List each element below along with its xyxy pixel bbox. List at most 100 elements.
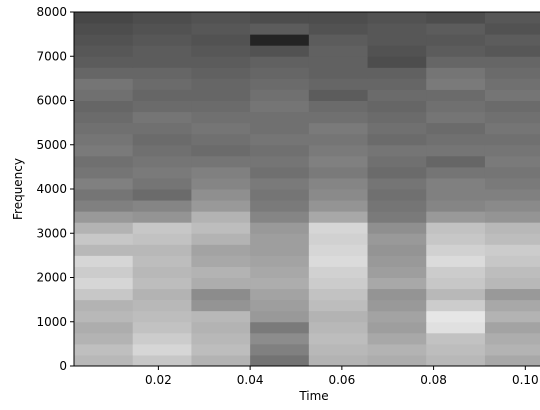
cell	[308, 211, 369, 223]
cell	[191, 67, 251, 79]
cell	[426, 222, 486, 234]
cell	[367, 233, 427, 245]
cell	[250, 277, 310, 290]
cell	[484, 155, 540, 168]
cell	[74, 211, 134, 223]
cell	[308, 255, 369, 267]
x-tick-label: 0.04	[237, 373, 264, 387]
heatmap	[74, 12, 540, 366]
cell	[74, 111, 134, 124]
cell	[250, 78, 310, 90]
cell	[132, 189, 192, 201]
cell	[250, 122, 310, 135]
cell	[308, 200, 369, 212]
cell	[132, 277, 192, 290]
cell	[191, 133, 251, 146]
cell	[308, 34, 369, 46]
cell	[426, 166, 486, 179]
cell	[426, 155, 486, 168]
cell	[191, 111, 251, 124]
cell	[132, 177, 192, 190]
cell	[74, 222, 134, 234]
cell	[426, 144, 486, 157]
cell	[132, 23, 192, 35]
cell	[426, 100, 486, 113]
cell	[74, 354, 134, 366]
cell	[367, 177, 427, 190]
cell	[367, 255, 427, 267]
cell	[191, 177, 251, 190]
cell	[191, 23, 251, 35]
cell	[74, 310, 134, 323]
cell	[191, 354, 251, 366]
cell	[191, 343, 251, 356]
cell	[250, 12, 310, 24]
cell	[74, 34, 134, 46]
cell	[308, 288, 369, 301]
cell	[191, 144, 251, 157]
cell	[367, 144, 427, 157]
cell	[426, 277, 486, 290]
cell	[484, 133, 540, 146]
cell	[132, 155, 192, 168]
cell	[426, 177, 486, 190]
cell	[191, 211, 251, 223]
cell	[74, 100, 134, 113]
cell	[367, 211, 427, 223]
cell	[132, 122, 192, 135]
cell	[74, 233, 134, 245]
cell	[426, 233, 486, 245]
cell	[132, 222, 192, 234]
cell	[250, 222, 310, 234]
cell	[74, 255, 134, 267]
cell	[132, 299, 192, 312]
cell	[74, 56, 134, 68]
cell	[367, 277, 427, 290]
cell	[191, 222, 251, 234]
cell	[191, 255, 251, 267]
cell	[367, 354, 427, 366]
cell	[367, 111, 427, 124]
y-tick-label: 6000	[36, 94, 67, 108]
cell	[367, 310, 427, 323]
cell	[484, 332, 540, 345]
cell	[132, 321, 192, 334]
cell	[132, 200, 192, 212]
cell	[426, 122, 486, 135]
cell	[426, 89, 486, 101]
cell	[132, 233, 192, 245]
cell	[367, 12, 427, 24]
cell	[426, 111, 486, 124]
cell	[308, 277, 369, 290]
cell	[308, 177, 369, 190]
cell	[484, 177, 540, 190]
cell	[74, 12, 134, 24]
cell	[132, 12, 192, 24]
cell	[132, 67, 192, 79]
cell	[250, 144, 310, 157]
cell	[132, 244, 192, 256]
cell	[367, 200, 427, 212]
cell	[250, 288, 310, 301]
cell	[74, 89, 134, 101]
cell	[484, 89, 540, 101]
cell	[250, 45, 310, 57]
x-tick-label: 0.10	[512, 373, 539, 387]
cell	[191, 189, 251, 201]
y-axis-label: Frequency	[11, 158, 25, 220]
cell	[426, 321, 486, 334]
cell	[74, 45, 134, 57]
cell	[191, 233, 251, 245]
cell	[191, 34, 251, 46]
cell	[367, 45, 427, 57]
cell	[367, 189, 427, 201]
cell	[191, 321, 251, 334]
cell	[191, 155, 251, 168]
cell	[426, 56, 486, 68]
cell	[250, 111, 310, 124]
cell	[308, 244, 369, 256]
cell	[191, 277, 251, 290]
cell	[426, 310, 486, 323]
cell	[132, 343, 192, 356]
y-tick-label: 5000	[36, 138, 67, 152]
